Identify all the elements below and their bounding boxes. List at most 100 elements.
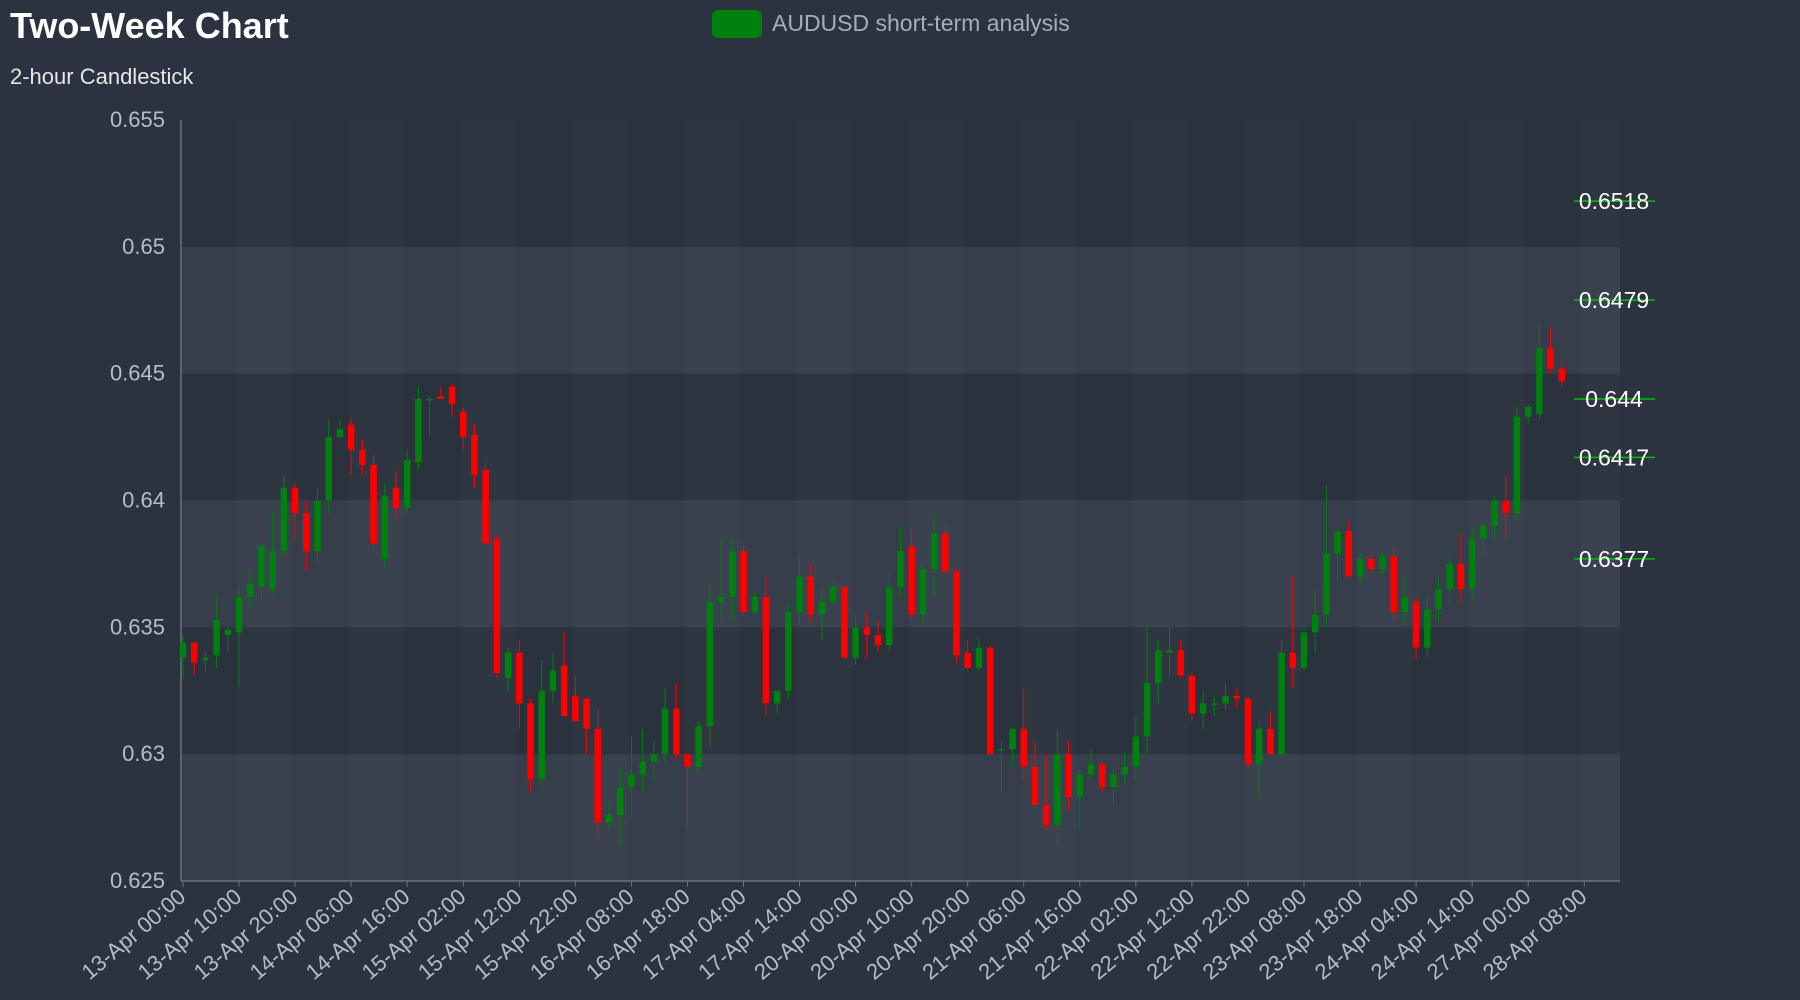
candle-body: [639, 761, 646, 775]
candle: [1121, 751, 1128, 785]
candle-body: [381, 495, 389, 559]
candle-body: [605, 815, 613, 823]
candle: [818, 589, 826, 641]
chart-title: Two-Week Chart: [10, 5, 289, 46]
candle-body: [392, 487, 400, 509]
candle: [975, 637, 983, 671]
candle-body: [235, 596, 243, 633]
legend-label[interactable]: AUDUSD short-term analysis: [772, 10, 1070, 36]
candle-body: [1356, 558, 1364, 577]
candle: [919, 563, 927, 625]
candle: [1547, 328, 1554, 374]
background-band: [965, 120, 1021, 881]
candle: [729, 538, 736, 620]
candle-body: [1222, 695, 1229, 704]
candle: [908, 528, 915, 620]
candle-body: [885, 586, 893, 646]
candle-body: [1390, 556, 1397, 613]
candle-body: [370, 464, 377, 544]
candle-body: [616, 787, 624, 816]
candle-body: [314, 500, 321, 552]
background-band: [1077, 120, 1133, 881]
candle-body: [908, 546, 915, 615]
candle-body: [415, 399, 422, 463]
candle-body: [1468, 538, 1476, 590]
candle: [1199, 690, 1207, 729]
candle-body: [717, 596, 725, 602]
candle-body: [740, 551, 747, 613]
candle: [1009, 728, 1016, 767]
candle: [336, 419, 344, 438]
candle-body: [224, 629, 232, 635]
candle-body: [1323, 553, 1330, 615]
candle: [314, 487, 321, 564]
candle: [291, 482, 299, 539]
candle: [1042, 754, 1050, 831]
background-band: [1525, 120, 1581, 881]
candle-body: [1424, 609, 1431, 648]
price-level: 0.6417: [1574, 444, 1655, 470]
candle: [460, 406, 467, 450]
candle: [493, 536, 501, 679]
candle-body: [897, 551, 904, 587]
legend[interactable]: AUDUSD short-term analysis: [712, 10, 1070, 38]
candle-body: [347, 424, 355, 450]
chart-subtitle: 2-hour Candlestick: [10, 64, 194, 89]
candle-body: [628, 774, 635, 788]
candle-body: [1412, 601, 1420, 648]
candle-body: [1065, 754, 1072, 798]
candle: [258, 543, 265, 602]
candle-body: [1255, 728, 1263, 765]
candle-body: [560, 665, 568, 717]
candle: [1143, 624, 1151, 755]
background-band: [1245, 120, 1301, 881]
candle-body: [762, 596, 770, 704]
legend-swatch[interactable]: [712, 10, 762, 38]
candle: [471, 424, 478, 488]
y-tick-label: 0.64: [122, 488, 165, 513]
candle: [639, 728, 646, 793]
candle: [852, 614, 859, 666]
y-tick-label: 0.65: [122, 234, 165, 259]
candle-body: [986, 647, 994, 755]
candle-body: [1289, 652, 1297, 668]
candle-body: [695, 726, 702, 767]
candle-body: [583, 698, 590, 729]
background-band: [853, 120, 909, 881]
candle: [874, 619, 882, 653]
background-band: [1357, 120, 1413, 881]
candle-body: [1457, 563, 1465, 590]
background-band: [909, 120, 965, 881]
candle: [1412, 596, 1420, 661]
candle-body: [448, 386, 456, 405]
candle: [527, 698, 534, 793]
candle-body: [482, 470, 489, 544]
candle-body: [1054, 754, 1061, 826]
candle: [1188, 672, 1196, 722]
price-level: 0.644: [1574, 386, 1655, 412]
candle-body: [247, 584, 254, 597]
price-level: 0.6518: [1574, 188, 1655, 214]
candle-body: [336, 429, 344, 438]
candle-body: [325, 437, 332, 501]
candle-body: [953, 571, 960, 656]
candle-body: [964, 652, 971, 668]
candle: [1558, 360, 1566, 387]
candle: [1334, 530, 1341, 582]
candle-body: [1513, 416, 1521, 514]
candle: [538, 660, 545, 788]
candle: [1480, 520, 1487, 557]
candle: [572, 675, 579, 722]
candle-body: [1020, 728, 1027, 767]
candle: [1020, 688, 1027, 780]
candle-body: [538, 690, 545, 780]
candle: [1076, 766, 1084, 831]
candle: [942, 525, 949, 572]
candle: [224, 627, 232, 653]
candle: [1211, 695, 1218, 717]
candle: [1491, 495, 1498, 539]
candle-body: [1480, 525, 1487, 539]
candle-body: [202, 657, 209, 661]
